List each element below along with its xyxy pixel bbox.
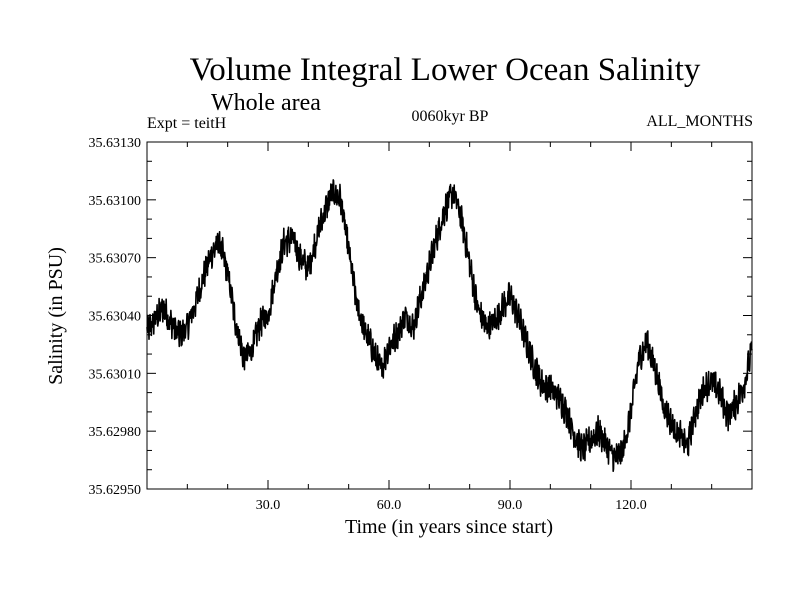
x-tick-label: 120.0: [615, 498, 647, 513]
y-tick-label: 35.62980: [89, 425, 142, 440]
y-tick-label: 35.63130: [89, 136, 142, 151]
chart-title: Volume Integral Lower Ocean Salinity: [189, 52, 701, 88]
experiment-label: Expt = teitH: [147, 115, 227, 132]
months-label: ALL_MONTHS: [646, 113, 753, 130]
y-tick-label: 35.63010: [89, 367, 142, 382]
x-tick-label: 60.0: [377, 498, 402, 513]
chart-subtitle: Whole area: [211, 90, 321, 116]
x-tick-label: 90.0: [498, 498, 523, 513]
period-label: 0060kyr BP: [411, 108, 489, 125]
salinity-series-line: [146, 179, 753, 473]
y-tick-label: 35.62950: [89, 483, 142, 498]
y-tick-label: 35.63070: [89, 252, 142, 267]
x-tick-label: 30.0: [256, 498, 281, 513]
axis-ticks: [147, 141, 752, 490]
y-tick-label: 35.63100: [89, 194, 142, 209]
y-tick-label: 35.63040: [89, 310, 142, 325]
x-axis-label: Time (in years since start): [345, 516, 553, 538]
y-axis-label: Salinity (in PSU): [45, 247, 67, 385]
axis-tick-labels: 35.62950 35.62980 35.63010 35.63040 35.63070…: [89, 136, 647, 513]
